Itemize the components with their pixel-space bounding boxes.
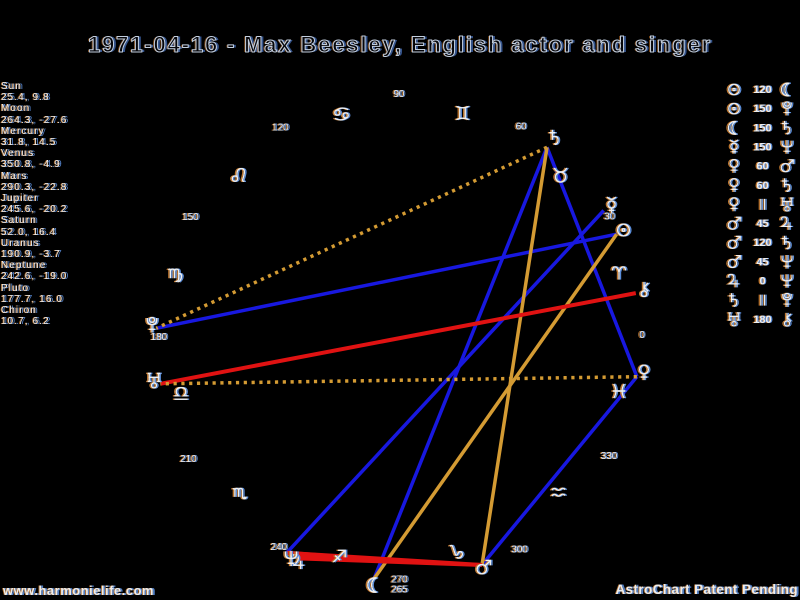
svg-text:45: 45 bbox=[758, 218, 770, 230]
svg-text:210: 210 bbox=[180, 454, 197, 465]
svg-text:150: 150 bbox=[753, 103, 771, 115]
svg-text:120: 120 bbox=[271, 123, 288, 134]
svg-text:60: 60 bbox=[517, 122, 529, 133]
svg-text:150: 150 bbox=[181, 212, 198, 223]
svg-text:120: 120 bbox=[752, 84, 770, 96]
svg-text:0: 0 bbox=[640, 330, 646, 341]
svg-text:120: 120 bbox=[753, 237, 771, 249]
svg-text:45: 45 bbox=[755, 256, 767, 268]
svg-text:60: 60 bbox=[758, 161, 770, 173]
svg-text:180: 180 bbox=[151, 332, 168, 343]
svg-text:270: 270 bbox=[390, 575, 407, 586]
svg-text:60: 60 bbox=[755, 161, 767, 173]
svg-text:0: 0 bbox=[759, 276, 765, 288]
svg-text:150: 150 bbox=[753, 122, 771, 134]
svg-text:180: 180 bbox=[752, 314, 770, 326]
svg-text:265: 265 bbox=[392, 585, 409, 596]
svg-text:300: 300 bbox=[512, 545, 529, 556]
svg-text:120: 120 bbox=[752, 237, 770, 249]
svg-text:60: 60 bbox=[755, 180, 767, 192]
svg-text:120: 120 bbox=[753, 84, 771, 96]
svg-text:30: 30 bbox=[605, 212, 617, 223]
svg-text:150: 150 bbox=[752, 122, 770, 134]
svg-text:90: 90 bbox=[392, 89, 404, 100]
svg-text:120: 120 bbox=[755, 237, 773, 249]
svg-text:60: 60 bbox=[515, 122, 527, 133]
svg-text:30: 30 bbox=[604, 212, 616, 223]
svg-text:150: 150 bbox=[752, 141, 770, 153]
svg-text:0: 0 bbox=[639, 330, 645, 341]
svg-text:180: 180 bbox=[149, 332, 166, 343]
svg-text:0: 0 bbox=[761, 276, 767, 288]
svg-text:270: 270 bbox=[392, 575, 409, 586]
svg-text:270: 270 bbox=[391, 575, 408, 586]
svg-text:210: 210 bbox=[181, 454, 198, 465]
svg-text:90: 90 bbox=[395, 89, 407, 100]
svg-text:240: 240 bbox=[271, 542, 288, 553]
svg-text:150: 150 bbox=[755, 141, 773, 153]
svg-text:45: 45 bbox=[758, 256, 770, 268]
svg-text:30: 30 bbox=[603, 212, 615, 223]
svg-text:150: 150 bbox=[752, 103, 770, 115]
svg-text:120: 120 bbox=[273, 123, 290, 134]
svg-text:180: 180 bbox=[755, 314, 773, 326]
svg-text:330: 330 bbox=[601, 451, 618, 462]
svg-text:120: 120 bbox=[272, 123, 289, 134]
svg-text:150: 150 bbox=[755, 103, 773, 115]
svg-text:210: 210 bbox=[179, 454, 196, 465]
svg-text:300: 300 bbox=[511, 545, 528, 556]
svg-text:150: 150 bbox=[753, 141, 771, 153]
svg-text:120: 120 bbox=[755, 84, 773, 96]
svg-text:180: 180 bbox=[152, 332, 169, 343]
svg-text:300: 300 bbox=[510, 545, 527, 556]
svg-text:330: 330 bbox=[602, 451, 619, 462]
svg-text:150: 150 bbox=[755, 122, 773, 134]
svg-text:45: 45 bbox=[756, 256, 768, 268]
svg-text:45: 45 bbox=[755, 218, 767, 230]
svg-text:45: 45 bbox=[756, 218, 768, 230]
svg-text:240: 240 bbox=[269, 542, 286, 553]
svg-text:265: 265 bbox=[391, 585, 408, 596]
svg-text:0: 0 bbox=[638, 330, 644, 341]
svg-text:150: 150 bbox=[182, 212, 199, 223]
svg-text:60: 60 bbox=[514, 122, 526, 133]
svg-text:240: 240 bbox=[272, 542, 289, 553]
svg-text:330: 330 bbox=[599, 451, 616, 462]
svg-text:0: 0 bbox=[758, 276, 764, 288]
svg-text:60: 60 bbox=[756, 180, 768, 192]
svg-text:180: 180 bbox=[753, 314, 771, 326]
svg-text:60: 60 bbox=[756, 161, 768, 173]
svg-text:265: 265 bbox=[390, 585, 407, 596]
svg-text:150: 150 bbox=[183, 212, 200, 223]
svg-text:60: 60 bbox=[758, 180, 770, 192]
svg-text:90: 90 bbox=[393, 89, 405, 100]
